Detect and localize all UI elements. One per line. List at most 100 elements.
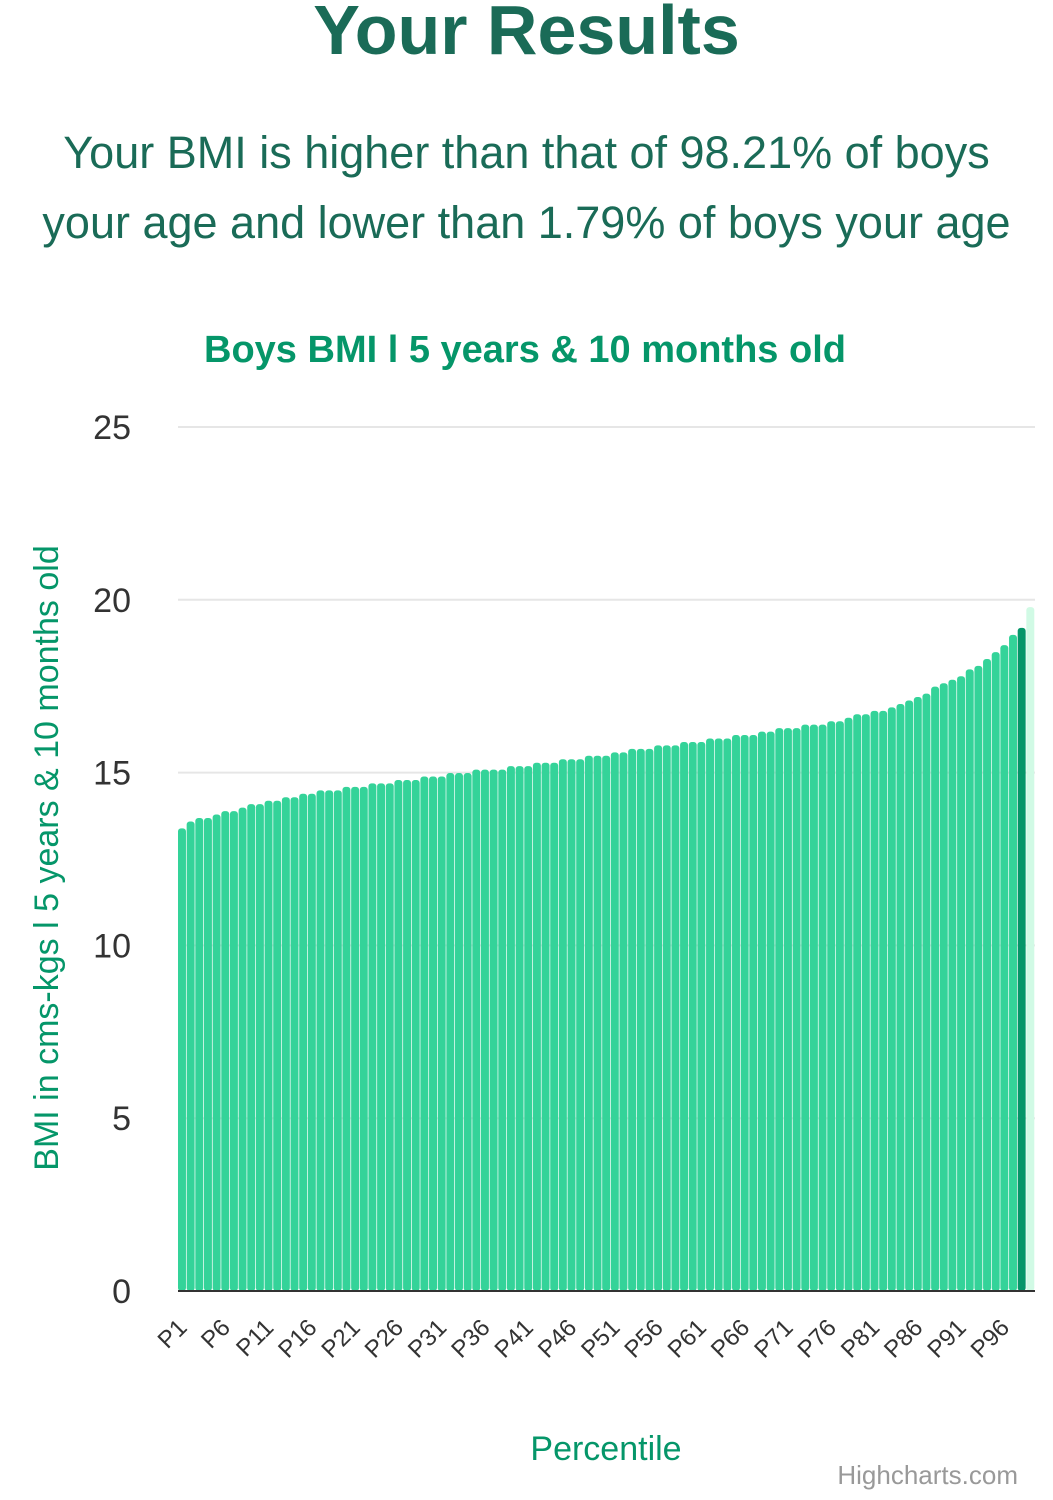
bar-p73[interactable] (801, 724, 810, 1291)
bar-p59[interactable] (680, 741, 689, 1291)
bar-p84[interactable] (896, 703, 905, 1291)
bar-p42[interactable] (532, 762, 541, 1291)
bar-p44[interactable] (550, 762, 559, 1291)
bar-p9[interactable] (247, 804, 256, 1291)
bar-p80[interactable] (861, 714, 870, 1291)
bar-p3[interactable] (195, 817, 204, 1291)
bar-p98[interactable] (1017, 627, 1026, 1291)
bar-p34[interactable] (463, 773, 472, 1291)
bar-p15[interactable] (299, 793, 308, 1291)
bar-p40[interactable] (515, 766, 524, 1291)
bar-p29[interactable] (420, 776, 429, 1291)
bar-p43[interactable] (541, 762, 550, 1291)
bar-p96[interactable] (1000, 645, 1009, 1291)
bar-p28[interactable] (411, 779, 420, 1291)
bar-p31[interactable] (437, 776, 446, 1291)
bar-p27[interactable] (403, 779, 412, 1291)
bar-p66[interactable] (740, 735, 749, 1291)
bar-p89[interactable] (939, 683, 948, 1291)
bar-p13[interactable] (281, 797, 290, 1291)
bar-p19[interactable] (333, 790, 342, 1291)
bar-p21[interactable] (351, 786, 360, 1291)
bar-p82[interactable] (879, 710, 888, 1291)
bar-p54[interactable] (636, 748, 645, 1291)
bar-p39[interactable] (506, 766, 515, 1291)
bar-p95[interactable] (991, 652, 1000, 1291)
bar-p50[interactable] (602, 755, 611, 1291)
bar-p2[interactable] (186, 821, 195, 1291)
bar-p22[interactable] (359, 786, 368, 1291)
bar-p6[interactable] (221, 811, 230, 1291)
bar-p81[interactable] (870, 710, 879, 1291)
bar-p71[interactable] (783, 728, 792, 1291)
bar-p1[interactable] (178, 828, 186, 1291)
bar-p55[interactable] (645, 748, 654, 1291)
bar-p12[interactable] (273, 800, 282, 1291)
bar-p5[interactable] (212, 814, 221, 1291)
bar-p32[interactable] (446, 773, 455, 1291)
bar-p10[interactable] (255, 804, 264, 1291)
bar-p64[interactable] (723, 738, 732, 1292)
bar-p68[interactable] (757, 731, 766, 1291)
bar-p49[interactable] (593, 755, 602, 1291)
credits-link[interactable]: Highcharts.com (837, 1460, 1018, 1490)
bar-p88[interactable] (931, 686, 940, 1291)
bar-p24[interactable] (377, 783, 386, 1291)
bar-p65[interactable] (732, 735, 740, 1291)
bar-p17[interactable] (316, 790, 325, 1291)
bar-p33[interactable] (455, 773, 463, 1291)
bar-p92[interactable] (965, 669, 974, 1291)
bar-p72[interactable] (792, 728, 801, 1291)
bar-p38[interactable] (498, 769, 507, 1291)
bar-p61[interactable] (697, 741, 706, 1291)
bar-p47[interactable] (576, 759, 585, 1291)
bar-p16[interactable] (307, 793, 316, 1291)
bar-p76[interactable] (827, 721, 836, 1291)
bar-p52[interactable] (619, 752, 628, 1291)
bar-p57[interactable] (662, 745, 671, 1291)
bar-p37[interactable] (489, 769, 498, 1291)
bar-p87[interactable] (922, 693, 931, 1291)
bar-p8[interactable] (238, 807, 247, 1291)
bar-p60[interactable] (688, 741, 697, 1291)
bar-p41[interactable] (524, 766, 533, 1291)
bar-p94[interactable] (983, 659, 992, 1291)
bar-p35[interactable] (472, 769, 481, 1291)
bar-p53[interactable] (628, 748, 637, 1291)
bar-p85[interactable] (905, 700, 914, 1291)
bar-p23[interactable] (368, 783, 377, 1291)
bar-p83[interactable] (887, 707, 896, 1291)
bar-p25[interactable] (385, 783, 394, 1291)
bar-p86[interactable] (913, 697, 922, 1291)
bar-p63[interactable] (714, 738, 723, 1292)
bar-p36[interactable] (480, 769, 489, 1291)
bar-p75[interactable] (818, 724, 827, 1291)
bar-p90[interactable] (948, 679, 957, 1291)
bar-p58[interactable] (671, 745, 680, 1291)
bar-p30[interactable] (429, 776, 437, 1291)
bar-p7[interactable] (229, 811, 238, 1291)
bar-p69[interactable] (766, 731, 775, 1291)
bar-p62[interactable] (706, 738, 715, 1292)
bar-p51[interactable] (610, 752, 619, 1291)
bar-p45[interactable] (558, 759, 567, 1291)
bar-p93[interactable] (974, 665, 983, 1291)
bar-p79[interactable] (853, 714, 862, 1291)
bar-p20[interactable] (342, 786, 351, 1291)
bar-p97[interactable] (1009, 634, 1017, 1291)
bar-p99[interactable] (1026, 607, 1035, 1291)
bar-p18[interactable] (325, 790, 334, 1291)
bar-p67[interactable] (749, 735, 758, 1291)
bar-p26[interactable] (394, 779, 403, 1291)
bar-p46[interactable] (567, 759, 576, 1291)
bar-p48[interactable] (584, 755, 593, 1291)
bar-p77[interactable] (835, 721, 844, 1291)
bar-p11[interactable] (264, 800, 273, 1291)
bar-p14[interactable] (290, 797, 299, 1291)
bar-p91[interactable] (957, 676, 966, 1291)
bar-p70[interactable] (775, 728, 784, 1291)
bar-p4[interactable] (203, 817, 212, 1291)
bar-p74[interactable] (809, 724, 818, 1291)
bar-p78[interactable] (844, 717, 853, 1291)
bar-p56[interactable] (654, 745, 663, 1291)
